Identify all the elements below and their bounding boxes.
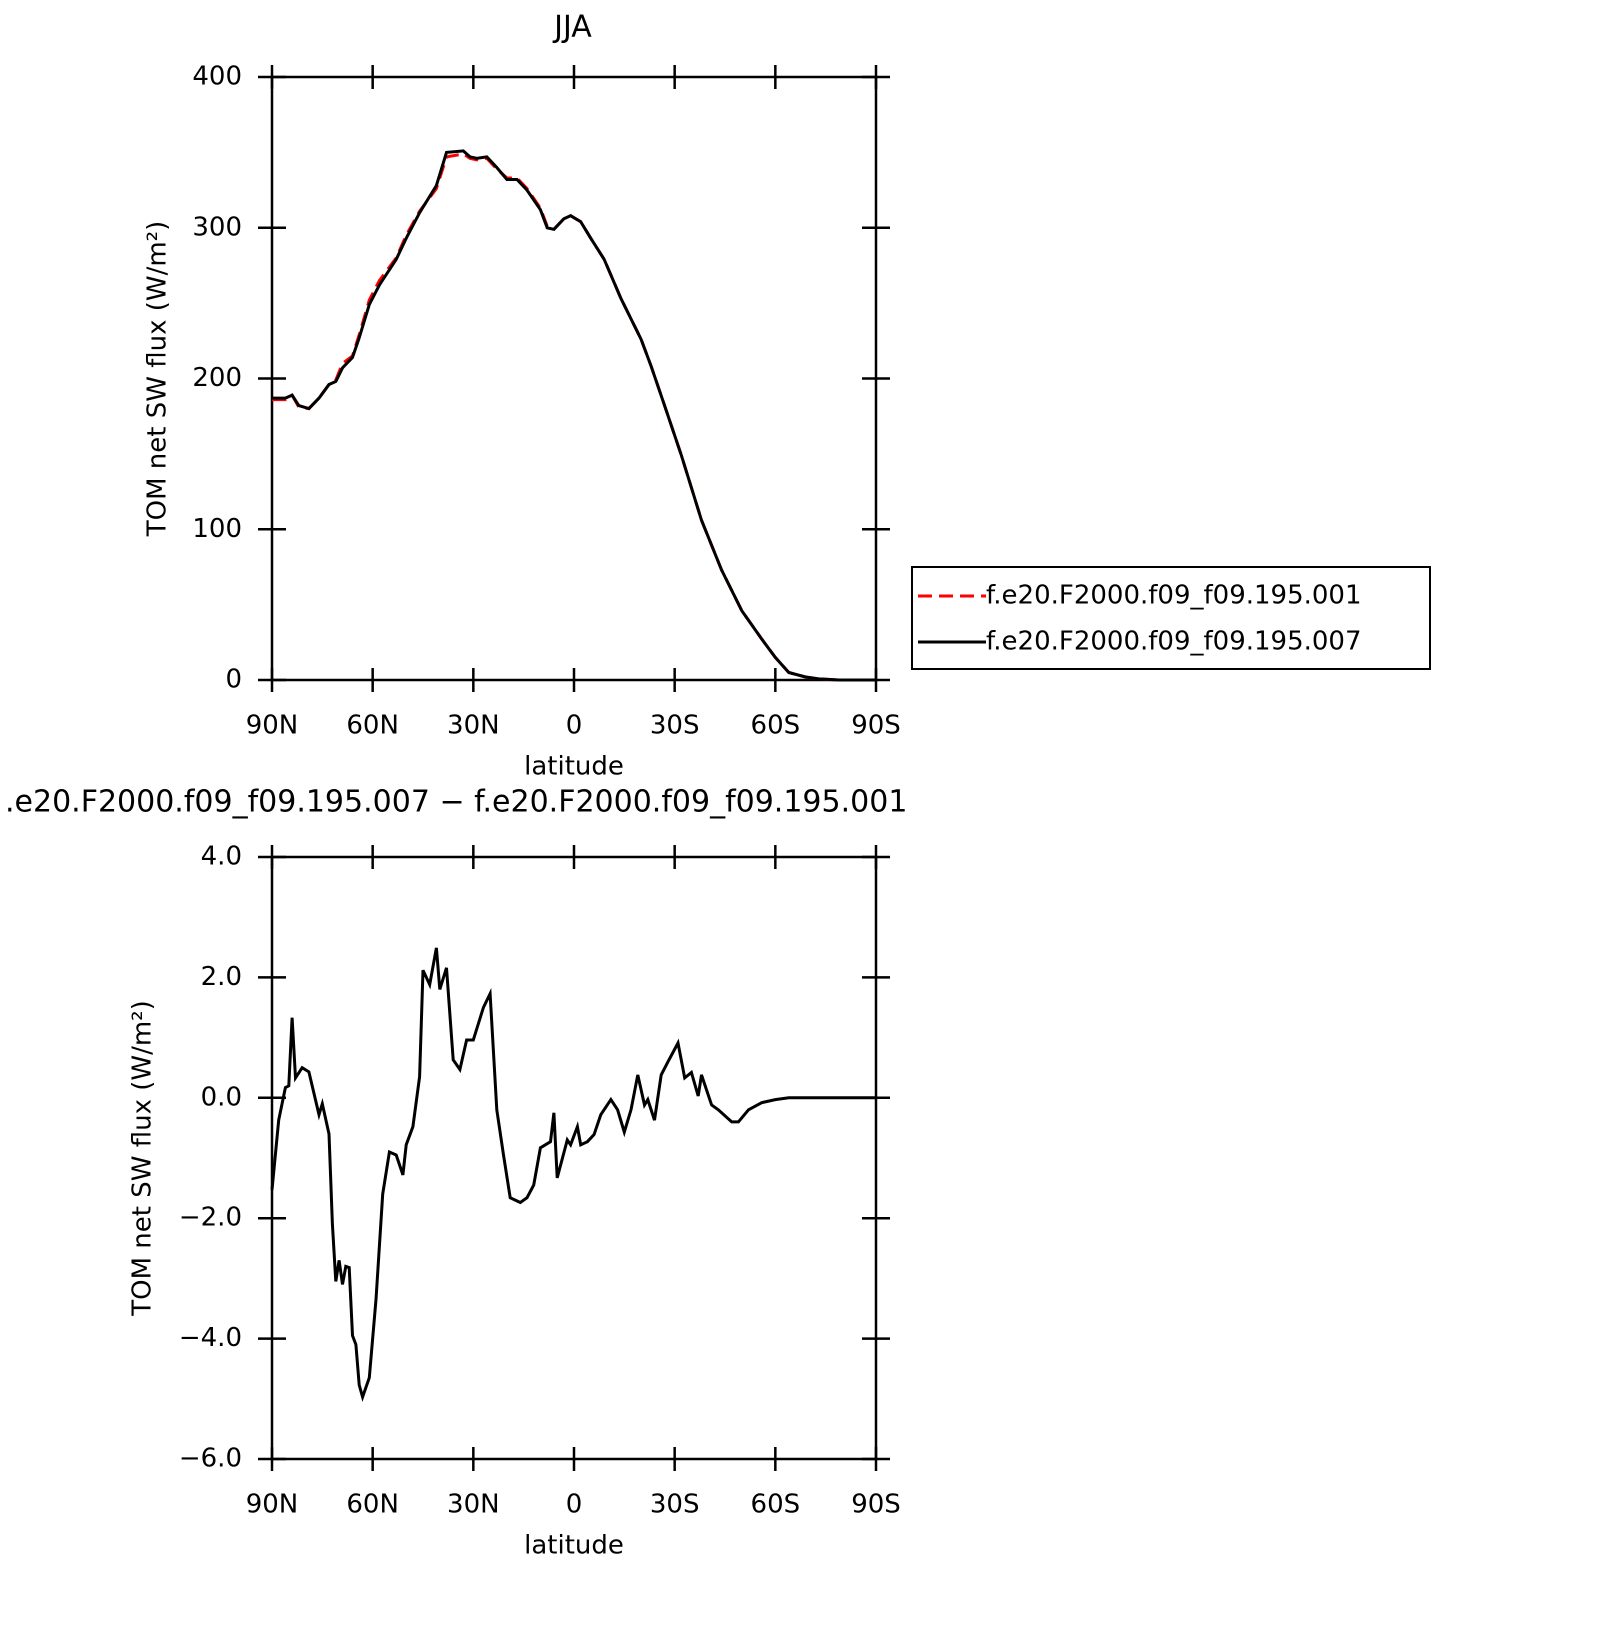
y-axis-label: TOM net SW flux (W/m²) [128,1000,158,1316]
legend-label: f.e20.F2000.f09_f09.195.007 [986,627,1362,657]
x-axis-label: latitude [524,1531,624,1561]
chart-title: .e20.F2000.f09_f09.195.007 − f.e20.F2000… [5,785,907,820]
y-axis-label: TOM net SW flux (W/m²) [143,221,173,537]
chart-title: JJA [552,10,592,45]
x-tick-label: 90N [246,711,299,741]
y-tick-label: 0 [225,665,242,695]
y-tick-label: 2.0 [201,962,242,992]
x-tick-label: 60S [751,1490,801,1520]
legend-label: f.e20.F2000.f09_f09.195.001 [986,581,1362,611]
y-tick-label: 4.0 [201,842,242,872]
x-tick-label: 0 [566,711,583,741]
x-tick-label: 60N [346,1490,399,1520]
x-tick-label: 60S [751,711,801,741]
x-tick-label: 60N [346,711,399,741]
legend-box [911,566,1431,670]
x-tick-label: 30S [650,711,700,741]
x-tick-label: 90S [851,711,901,741]
x-tick-label: 90N [246,1490,299,1520]
y-tick-label: 0.0 [201,1082,242,1112]
y-tick-label: −4.0 [179,1323,242,1353]
x-axis-label: latitude [524,752,624,782]
data-line [272,149,876,682]
data-line [270,947,876,1402]
x-tick-label: 30S [650,1490,700,1520]
x-tick-label: 0 [566,1490,583,1520]
plot-frame [270,855,878,1461]
y-tick-label: 400 [192,62,242,92]
x-tick-label: 90S [851,1490,901,1520]
y-tick-label: −2.0 [179,1203,242,1233]
x-tick-label: 30N [447,711,500,741]
y-tick-label: 100 [192,514,242,544]
y-tick-label: 200 [192,363,242,393]
data-line [272,152,876,682]
x-tick-label: 30N [447,1490,500,1520]
y-tick-label: −6.0 [179,1444,242,1474]
y-tick-label: 300 [192,212,242,242]
plot-frame [270,75,878,682]
